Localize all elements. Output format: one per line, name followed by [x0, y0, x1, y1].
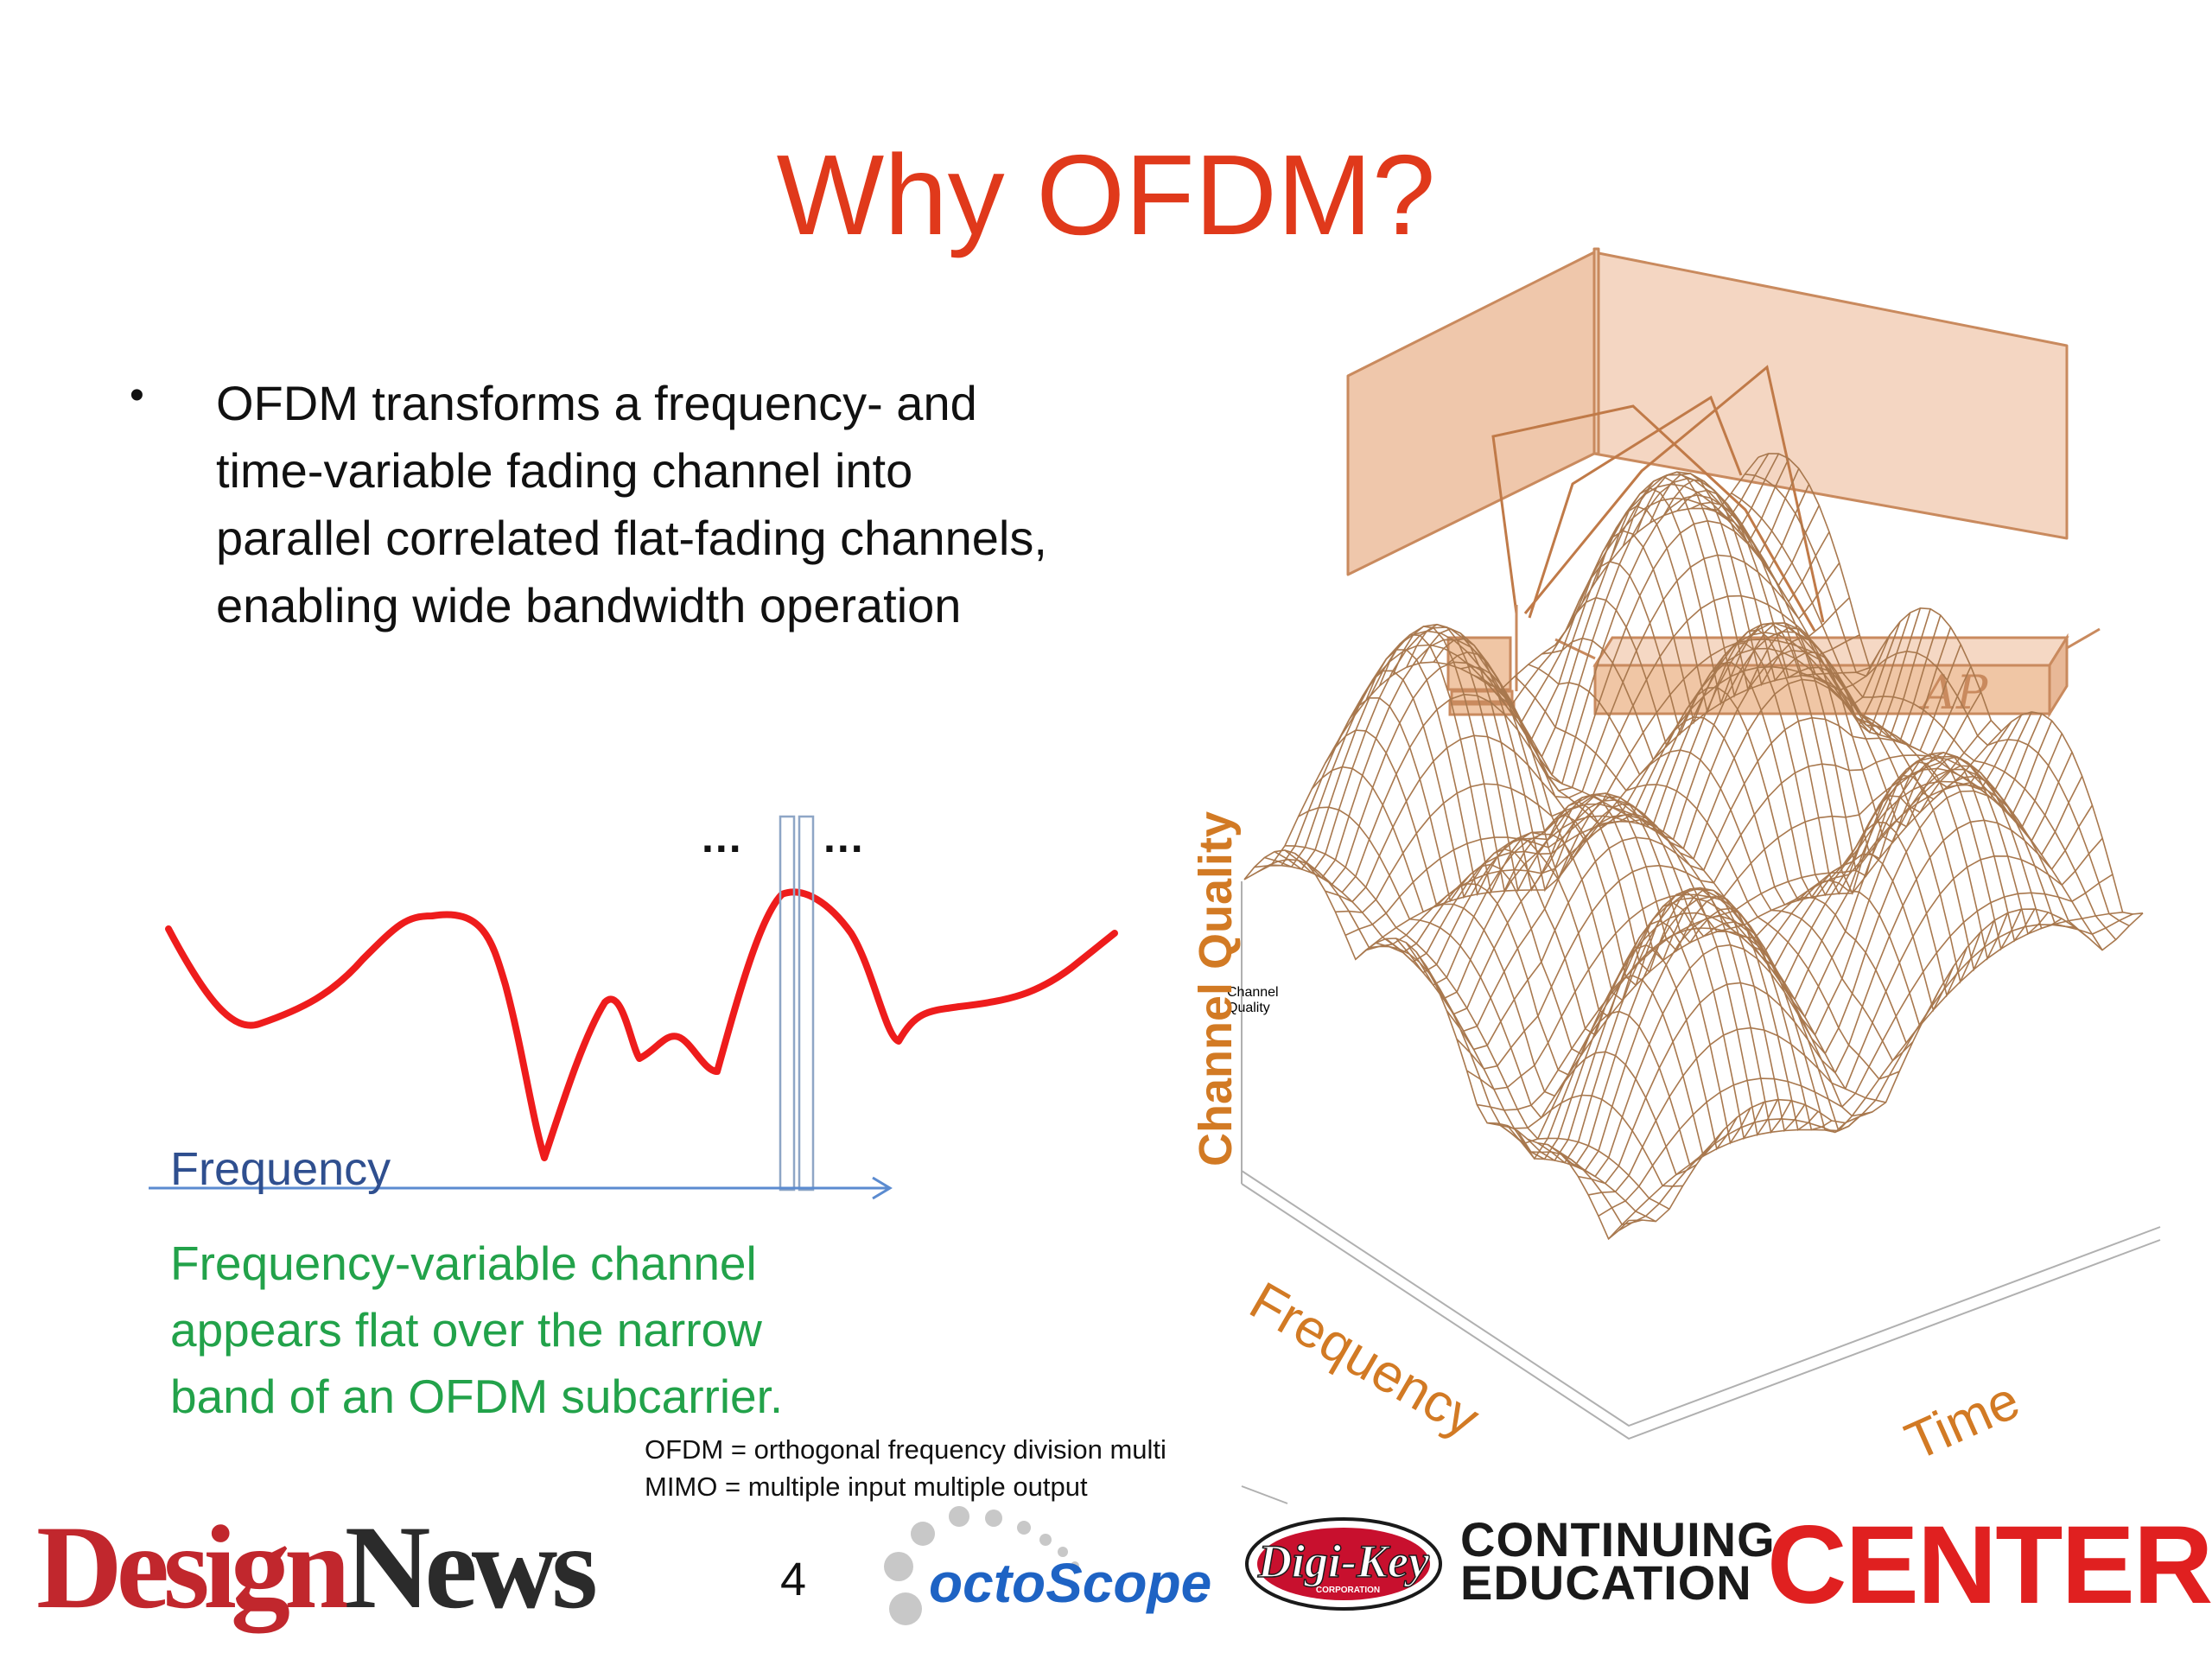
surface-box: [1241, 881, 2161, 1504]
surface-mesh-line: [1745, 474, 2130, 927]
continuing-education-logo: CONTINUING EDUCATION: [1460, 1512, 1776, 1610]
subcarrier-bar: [798, 815, 815, 1192]
frequency-axis-label: Frequency: [170, 1143, 391, 1195]
octoscope-logo: octoScope: [929, 1552, 1212, 1614]
bullet-line: enabling wide bandwidth operation: [216, 578, 962, 632]
subcarrier-bars: [779, 815, 815, 1192]
footnote-line: MIMO = multiple input multiple output: [645, 1471, 1088, 1502]
wall-edge: [1592, 247, 1600, 455]
surface-mesh-line: [1257, 858, 1643, 1226]
surface-mesh-line: [1378, 633, 1765, 1141]
caption-line: appears flat over the narrow: [170, 1303, 762, 1357]
surface-mesh-line: [1581, 530, 1968, 998]
bullet-line: parallel correlated flat-fading channels…: [216, 511, 1047, 565]
signal-paths: [1491, 365, 1825, 632]
frequency-axis: [149, 1176, 893, 1200]
bullet-line: OFDM transforms a frequency- and: [216, 376, 977, 430]
subcarrier-bar: [779, 815, 796, 1192]
surface-mesh-line: [1595, 505, 1981, 984]
surface-mesh-line: [1528, 664, 1914, 1062]
digikey-logo-subtext: CORPORATION: [1316, 1586, 1380, 1595]
surface-mesh-line: [1419, 627, 1806, 1133]
ellipsis-right: ...: [823, 813, 865, 861]
subcarrier-caption: Frequency-variable channel appears flat …: [170, 1230, 948, 1430]
footnotes: OFDM = orthogonal frequency division mul…: [645, 1431, 1224, 1505]
surface-mesh-line: [1487, 683, 1872, 1117]
bullet-text: OFDM transforms a frequency- and time-va…: [216, 370, 1210, 639]
surface-mesh-line: [1298, 806, 1683, 1187]
surface-mesh-line: [1568, 561, 1955, 1013]
cec-line: CONTINUING: [1460, 1512, 1776, 1567]
surface-mesh-line: [1717, 509, 2103, 951]
surface-mesh-line: [1284, 845, 1670, 1211]
designnews-logo-part2: News: [344, 1501, 598, 1633]
designnews-logo: DesignNews: [36, 1508, 598, 1627]
frequency-response-curve: [165, 888, 1118, 1161]
surface-mesh-line: [1271, 864, 1656, 1223]
surface-mesh-line: [1243, 849, 1630, 1241]
bullet-line: time-variable fading channel into: [216, 443, 913, 498]
surface-mesh: [1243, 453, 2144, 1241]
designnews-logo-part1: Design: [36, 1501, 351, 1633]
surface-mesh-line: [1311, 766, 1697, 1176]
surface-mesh-line: [1514, 676, 1900, 1080]
caption-line: band of an OFDM subcarrier.: [170, 1370, 784, 1423]
ellipsis-left: ...: [702, 813, 743, 861]
cec-line: EDUCATION: [1460, 1555, 1752, 1610]
surface-mesh-line: [1325, 729, 1711, 1166]
bullet-icon: •: [130, 372, 144, 418]
caption-line: Frequency-variable channel: [170, 1236, 757, 1290]
page-number: 4: [780, 1554, 807, 1605]
surface-mesh-line: [1351, 670, 1738, 1151]
surface-mesh-line: [1609, 487, 1995, 972]
center-logo: CENTER: [1767, 1503, 2212, 1627]
surface-mesh-line: [1758, 453, 2144, 915]
footnote-line: OFDM = orthogonal frequency division mul…: [645, 1434, 1166, 1465]
surface-mesh-line: [1338, 696, 1725, 1158]
surface-mesh-line: [1541, 637, 1928, 1045]
slide-title: Why OFDM?: [776, 131, 1436, 258]
digikey-logo-text: Digi-Key: [1257, 1535, 1430, 1587]
surface-mesh-line: [1554, 596, 1941, 1028]
surface-mesh-line: [1704, 507, 2089, 939]
surface-mesh-line: [1500, 689, 1886, 1103]
surface-mesh-line: [1392, 626, 1778, 1137]
surface-mesh-line: [1731, 493, 2117, 941]
